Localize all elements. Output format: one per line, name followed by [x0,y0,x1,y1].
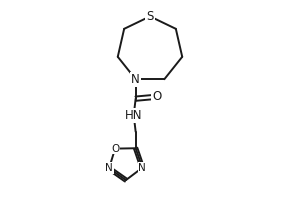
Text: O: O [111,144,119,154]
Text: N: N [139,163,146,173]
Text: O: O [152,90,162,103]
Text: N: N [105,163,113,173]
Text: N: N [131,73,140,86]
Text: S: S [146,10,154,23]
Text: HN: HN [125,109,142,122]
